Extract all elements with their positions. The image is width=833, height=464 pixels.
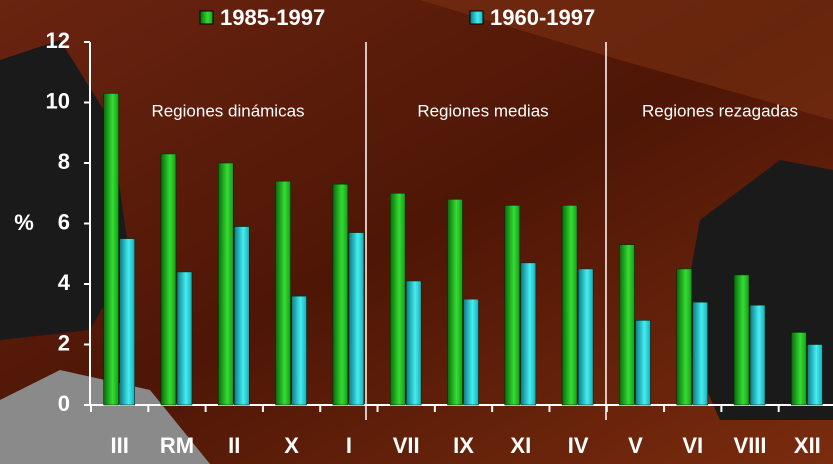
- legend-swatch: [469, 10, 484, 25]
- bar: [463, 298, 479, 406]
- bar: [348, 232, 365, 406]
- bar: [520, 262, 537, 406]
- legend-label: 1960-1997: [490, 5, 595, 30]
- y-tick-label: 6: [58, 209, 70, 234]
- bar: [692, 301, 709, 406]
- bar: [577, 268, 594, 406]
- bar: [635, 319, 651, 406]
- x-tick-label: X: [284, 433, 299, 458]
- y-tick-label: 12: [46, 28, 70, 53]
- x-tick-label: V: [628, 433, 643, 458]
- bar: [749, 304, 766, 406]
- x-tick-label: I: [346, 433, 352, 458]
- bar: [561, 205, 578, 406]
- x-tick-label: RM: [160, 433, 194, 458]
- bar: [160, 153, 177, 406]
- x-tick-label: VII: [393, 433, 420, 458]
- y-axis-label: %: [14, 210, 34, 235]
- bar: [389, 192, 406, 406]
- legend-swatch: [199, 10, 214, 25]
- bar: [619, 244, 635, 406]
- x-tick-label: IV: [568, 433, 589, 458]
- bar: [676, 268, 693, 406]
- group-label: Regiones medias: [417, 101, 548, 120]
- y-tick-label: 0: [58, 391, 70, 416]
- x-tick-label: VI: [682, 433, 703, 458]
- y-tick-label: 4: [58, 270, 71, 295]
- group-label: Regiones rezagadas: [642, 101, 798, 120]
- bar: [275, 180, 291, 406]
- bar: [176, 271, 193, 406]
- legend-label: 1985-1997: [220, 5, 325, 30]
- bar: [291, 295, 307, 406]
- x-tick-label: VIII: [734, 433, 767, 458]
- x-tick-label: III: [110, 433, 128, 458]
- bar: [119, 238, 135, 406]
- bar: [807, 344, 823, 406]
- y-tick-label: 10: [46, 88, 70, 113]
- decoration: [420, 0, 833, 120]
- y-tick-label: 2: [58, 330, 70, 355]
- bar: [405, 280, 422, 406]
- x-tick-label: XI: [510, 433, 531, 458]
- bar: [447, 199, 463, 406]
- bar: [791, 332, 807, 406]
- bar: [233, 226, 250, 406]
- bar: [504, 205, 521, 406]
- bar: [332, 183, 349, 406]
- y-tick-label: 8: [58, 149, 70, 174]
- x-tick-label: IX: [453, 433, 474, 458]
- bar: [103, 93, 119, 406]
- bar: [733, 274, 750, 406]
- gear-decoration: [0, 370, 210, 464]
- x-tick-label: XII: [794, 433, 821, 458]
- bar: [217, 162, 234, 406]
- x-tick-label: II: [228, 433, 240, 458]
- gear-decoration: [0, 40, 130, 340]
- group-label: Regiones dinámicas: [151, 101, 304, 120]
